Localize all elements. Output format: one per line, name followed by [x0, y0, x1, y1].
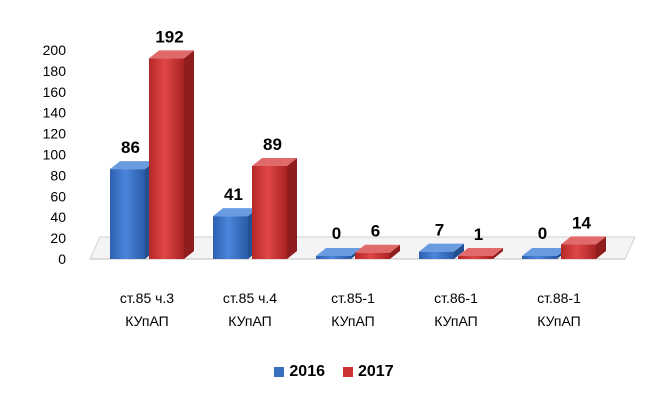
- x-category-label-1-0: ст.85 ч.4: [223, 290, 277, 306]
- data-label-2017-0: 192: [155, 27, 183, 46]
- y-tick-label-20: 20: [50, 230, 66, 246]
- bar-front-2016-1: [213, 216, 248, 259]
- x-category-label-0-0: ст.85 ч.3: [120, 290, 174, 306]
- bar-top-2017-0: [149, 50, 194, 59]
- y-tick-label-180: 180: [43, 63, 67, 79]
- bar-side-2016-3: [454, 243, 464, 259]
- bar-2017-0: [149, 50, 194, 259]
- bar-2017-3: [458, 248, 503, 259]
- bar-top-2017-1: [252, 157, 297, 166]
- bar-side-2017-2: [390, 244, 400, 259]
- x-category-label-0-1: КУпАП: [125, 313, 168, 329]
- data-label-2017-3: 1: [474, 225, 483, 244]
- y-tick-label-160: 160: [43, 84, 67, 100]
- legend-swatch-2017: [343, 367, 353, 377]
- bar-2016-3: [419, 243, 464, 259]
- bar-front-2017-2: [355, 252, 390, 259]
- x-category-label-3-1: КУпАП: [434, 313, 477, 329]
- x-category-label-4-1: КУпАП: [537, 313, 580, 329]
- bar-front-2016-4: [522, 256, 557, 259]
- bar-top-2016-3: [419, 243, 464, 252]
- data-label-2016-2: 0: [332, 224, 341, 243]
- bar-2017-2: [355, 244, 400, 259]
- bar-front-2017-1: [252, 165, 287, 259]
- x-category-label-1-1: КУпАП: [228, 313, 271, 329]
- data-label-2016-4: 0: [538, 224, 547, 243]
- y-tick-label-140: 140: [43, 105, 67, 121]
- y-tick-label-60: 60: [50, 188, 66, 204]
- bar-2016-1: [213, 208, 258, 259]
- bar-top-2016-0: [110, 161, 155, 170]
- y-tick-label-80: 80: [50, 167, 66, 183]
- y-tick-label-200: 200: [43, 42, 67, 58]
- legend-swatch-2016: [274, 367, 285, 377]
- bar-top-2016-1: [213, 208, 258, 217]
- y-tick-label-40: 40: [50, 209, 66, 225]
- legend-item-2017: 2017: [343, 363, 394, 381]
- bar-front-2016-3: [419, 251, 454, 259]
- bar-top-2017-4: [561, 236, 606, 245]
- bar-side-2017-1: [287, 157, 297, 259]
- x-category-label-2-0: ст.85-1: [331, 290, 375, 306]
- bar-2016-0: [110, 161, 155, 259]
- bar-front-2017-4: [561, 244, 596, 259]
- bar-front-2016-2: [316, 256, 351, 259]
- bar-side-2017-3: [493, 248, 503, 259]
- bar-front-2016-0: [110, 169, 145, 259]
- data-label-2017-1: 89: [263, 135, 282, 154]
- x-category-label-2-1: КУпАП: [331, 313, 374, 329]
- data-label-2016-3: 7: [435, 221, 444, 240]
- legend-item-2016: 2016: [274, 363, 325, 381]
- x-category-label-4-0: ст.88-1: [537, 290, 581, 306]
- y-tick-label-120: 120: [43, 126, 67, 142]
- data-label-2017-2: 6: [371, 222, 380, 241]
- data-label-2017-4: 14: [572, 213, 591, 232]
- legend: 2016 2017: [0, 363, 668, 381]
- legend-label-2016: 2016: [289, 363, 325, 380]
- bar-2017-4: [561, 236, 606, 259]
- data-label-2016-1: 41: [224, 185, 243, 204]
- bar-top-2017-3: [458, 248, 503, 256]
- data-label-2016-0: 86: [121, 138, 140, 157]
- bar-top-2016-2: [316, 248, 361, 256]
- x-category-label-3-0: ст.86-1: [434, 290, 478, 306]
- y-tick-label-100: 100: [43, 147, 67, 163]
- bar-top-2016-4: [522, 248, 567, 256]
- bar-top-2017-2: [355, 244, 400, 253]
- bar-side-2017-4: [596, 236, 606, 259]
- bar-front-2017-3: [458, 256, 493, 259]
- y-tick-label-0: 0: [58, 251, 66, 267]
- bar-side-2017-0: [184, 50, 194, 259]
- bar-front-2017-0: [149, 58, 184, 259]
- legend-label-2017: 2017: [358, 363, 394, 380]
- bar-2017-1: [252, 157, 297, 259]
